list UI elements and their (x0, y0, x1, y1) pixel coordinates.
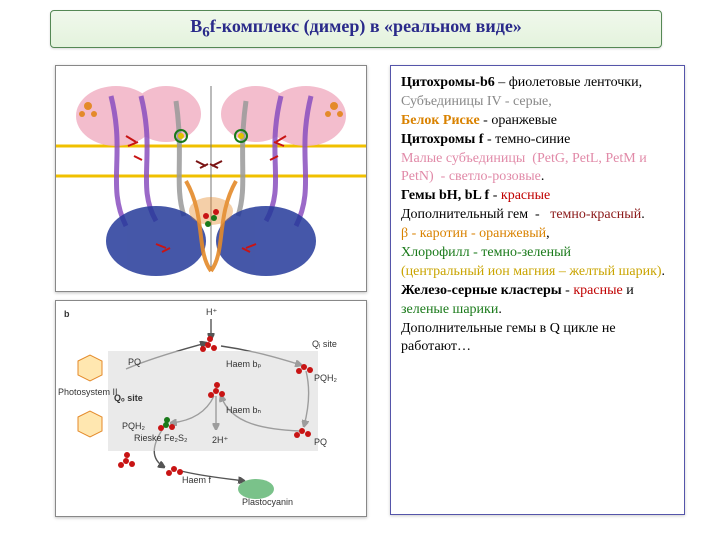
leg-fes-dash: - (562, 283, 574, 298)
leg-fes-green: зеленые шарики (401, 302, 498, 317)
leg-hemes: Гемы bH, bL f (401, 188, 489, 203)
leg-mg-dot: . (662, 264, 666, 279)
leg-cyt-b6-desc: – фиолетовые ленточки, (495, 75, 642, 90)
leg-cyt-f-desc: - темно-синие (483, 132, 570, 147)
leg-cyt-b6: Цитохромы-b6 (401, 75, 495, 90)
q-cycle-diagram: b (55, 300, 367, 517)
leg-small-sub: Малые субъединицы (PetG, PetL, PetM и Pe… (401, 151, 650, 185)
leg-extraheme: Дополнительный гем - (401, 207, 550, 222)
leg-carotene: β - каротин - оранжевый (401, 226, 546, 241)
leg-fes-dot: . (498, 302, 502, 317)
leg-rieske-desc: - оранжевые (480, 113, 557, 128)
leg-chl: Хлорофилл - темно-зеленый (401, 245, 571, 260)
leg-extraheme-dot: . (641, 207, 645, 222)
slide-title-text: B6f-комплекс (димер) в «реальном виде» (190, 16, 522, 42)
svg-text:Plastocyanin: Plastocyanin (242, 497, 293, 507)
leg-mg: (центральный ион магния – желтый шарик) (401, 264, 662, 279)
svg-text:Haem bₙ: Haem bₙ (226, 405, 262, 415)
leg-cyt-f: Цитохромы f (401, 132, 483, 147)
svg-text:Qᵢ site: Qᵢ site (312, 339, 337, 349)
svg-text:PQ: PQ (128, 357, 141, 367)
leg-extra-q: Дополнительные гемы в Q цикле не работаю… (401, 321, 619, 355)
leg-hemes-red: красные (501, 188, 550, 203)
slide-title: B6f-комплекс (димер) в «реальном виде» (50, 10, 662, 48)
leg-sub4: Субъединицы IV - серые, (401, 94, 552, 109)
legend-panel: Цитохромы-b6 – фиолетовые ленточки, Субъ… (390, 65, 685, 515)
svg-text:PQ: PQ (314, 437, 327, 447)
leg-fes: Железо-серные кластеры (401, 283, 562, 298)
leg-extraheme-col: темно-красный (550, 207, 641, 222)
protein-dimer-svg (56, 66, 366, 291)
q-cycle-svg: b (56, 301, 366, 516)
leg-carotene-comma: , (546, 226, 550, 241)
panel-b-label: b (64, 309, 70, 319)
svg-text:Qₒ site: Qₒ site (114, 393, 143, 403)
leg-hemes-dash: - (489, 188, 501, 203)
svg-text:2H⁺: 2H⁺ (212, 435, 229, 445)
svg-text:Haem f: Haem f (182, 475, 212, 485)
svg-text:Rieske Fe₂S₂: Rieske Fe₂S₂ (134, 433, 188, 443)
svg-text:PQH₂: PQH₂ (314, 373, 338, 383)
svg-text:Photosystem II: Photosystem II (58, 387, 118, 397)
leg-fes-and: и (623, 283, 638, 298)
leg-rieske: Белок Риске (401, 113, 480, 128)
svg-text:H⁺: H⁺ (206, 307, 217, 317)
svg-text:PQH₂: PQH₂ (122, 421, 146, 431)
protein-dimer-figure (55, 65, 367, 292)
svg-text:Haem bₚ: Haem bₚ (226, 359, 262, 369)
leg-fes-red: красные (573, 283, 622, 298)
leg-small-sub-dot: . (541, 169, 545, 184)
